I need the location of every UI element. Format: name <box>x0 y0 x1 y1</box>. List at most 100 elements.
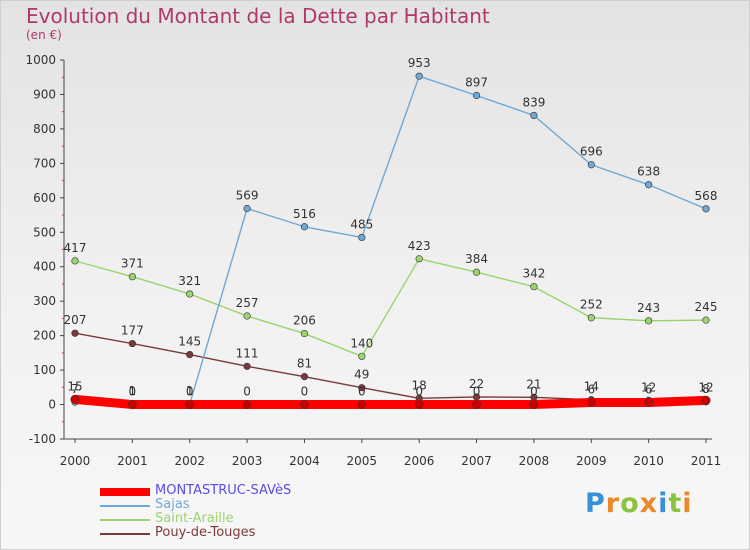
data-label-3: 145 <box>178 335 201 349</box>
data-label-1: 1 <box>186 384 194 398</box>
data-label-3: 177 <box>121 324 144 338</box>
data-point-2 <box>645 317 653 325</box>
data-label-2: 206 <box>293 314 316 328</box>
y-tick-label: 700 <box>33 156 56 170</box>
data-label-2: 384 <box>465 252 488 266</box>
legend-label: Sajas <box>155 497 190 512</box>
logo-letter: o <box>620 488 640 519</box>
data-label-1: 485 <box>350 217 373 231</box>
chart-subtitle: (en €) <box>26 28 62 42</box>
series-line-2 <box>74 258 707 358</box>
data-label-2: 252 <box>580 298 603 312</box>
data-point-2 <box>358 352 366 360</box>
data-label-0: 0 <box>301 385 309 399</box>
x-tick-label: 2008 <box>519 454 550 468</box>
data-label-1: 568 <box>695 189 718 203</box>
data-label-3: 81 <box>297 357 312 371</box>
x-tick-label: 2002 <box>174 454 205 468</box>
x-tick-label: 2006 <box>404 454 435 468</box>
data-point-3 <box>128 339 136 348</box>
data-point-3 <box>71 329 79 337</box>
series-line-0 <box>70 394 711 410</box>
legend-swatch <box>100 488 150 496</box>
logo-letter: t <box>668 488 683 519</box>
data-point-0 <box>701 396 711 405</box>
data-label-2: 257 <box>236 296 259 310</box>
data-point-1 <box>645 181 653 189</box>
data-point-2 <box>587 314 595 322</box>
y-tick-label: 400 <box>33 260 56 274</box>
data-label-1: 1 <box>129 384 137 398</box>
x-tick-label: 2010 <box>633 454 664 468</box>
data-point-3 <box>300 373 309 381</box>
data-point-1 <box>530 111 538 120</box>
data-label-3: 18 <box>412 378 427 392</box>
data-point-2 <box>530 283 538 291</box>
data-label-0: 12 <box>698 380 713 394</box>
data-label-0: 0 <box>358 385 366 399</box>
data-label-0: 0 <box>186 385 194 399</box>
series-line-3 <box>74 332 707 403</box>
logo-letter: i <box>658 488 669 519</box>
data-label-1: 516 <box>293 207 316 221</box>
data-label-1: 953 <box>408 56 431 70</box>
x-tick-label: 2000 <box>60 454 91 468</box>
data-label-2: 140 <box>350 336 373 350</box>
data-point-3 <box>186 350 194 359</box>
data-label-0: 6 <box>645 382 653 396</box>
x-tick-label: 2007 <box>461 454 492 468</box>
y-tick-label: 100 <box>33 363 56 377</box>
data-point-1 <box>587 161 595 169</box>
y-tick-label: 200 <box>33 329 56 343</box>
data-label-0: 0 <box>243 385 251 399</box>
y-tick-label: 600 <box>33 191 56 205</box>
data-label-2: 371 <box>121 257 144 271</box>
y-tick-label: 500 <box>33 225 56 239</box>
data-point-0 <box>586 398 596 407</box>
logo-letter: P <box>585 488 606 519</box>
proxiti-logo: Proxiti <box>585 488 693 519</box>
y-tick-label: 0 <box>48 398 56 412</box>
data-label-1: 839 <box>522 95 545 109</box>
data-label-1: 569 <box>236 188 259 202</box>
x-tick-label: 2003 <box>232 454 263 468</box>
y-tick-label: 800 <box>33 122 56 136</box>
data-label-0: 0 <box>473 385 481 399</box>
data-point-0 <box>472 400 481 409</box>
data-label-2: 417 <box>64 241 87 255</box>
data-label-0: 0 <box>129 385 137 399</box>
data-point-2 <box>415 255 423 263</box>
data-point-2 <box>300 329 309 338</box>
data-point-0 <box>242 400 252 409</box>
data-point-2 <box>71 257 79 265</box>
data-point-2 <box>243 312 251 320</box>
data-point-1 <box>702 205 710 213</box>
series-line-1 <box>74 75 707 405</box>
chart-title: Evolution du Montant de la Dette par Hab… <box>26 4 490 28</box>
logo-letter: r <box>605 488 621 519</box>
data-label-3: 111 <box>236 346 259 360</box>
data-point-1 <box>300 223 309 231</box>
data-point-2 <box>128 273 136 281</box>
legend-swatch <box>100 505 150 507</box>
legend-swatch <box>100 519 150 521</box>
x-tick-label: 2005 <box>347 454 378 468</box>
data-label-3: 207 <box>64 313 87 327</box>
data-point-0 <box>128 400 137 409</box>
data-point-0 <box>300 400 309 409</box>
legend-label: Saint-Araille <box>155 511 234 526</box>
y-tick-label: 300 <box>33 294 56 308</box>
data-point-0 <box>185 400 195 409</box>
data-label-3: 8 <box>702 382 710 396</box>
logo-letter: i <box>682 488 693 519</box>
data-point-0 <box>414 400 424 409</box>
data-label-3: 49 <box>354 368 369 382</box>
data-point-1 <box>472 91 481 100</box>
data-label-1: 897 <box>465 75 488 89</box>
data-label-0: 15 <box>67 379 82 393</box>
data-point-0 <box>357 400 367 409</box>
data-point-0 <box>644 398 653 407</box>
data-point-2 <box>472 268 481 276</box>
y-tick-label: 1000 <box>25 53 56 67</box>
data-point-3 <box>358 384 366 392</box>
